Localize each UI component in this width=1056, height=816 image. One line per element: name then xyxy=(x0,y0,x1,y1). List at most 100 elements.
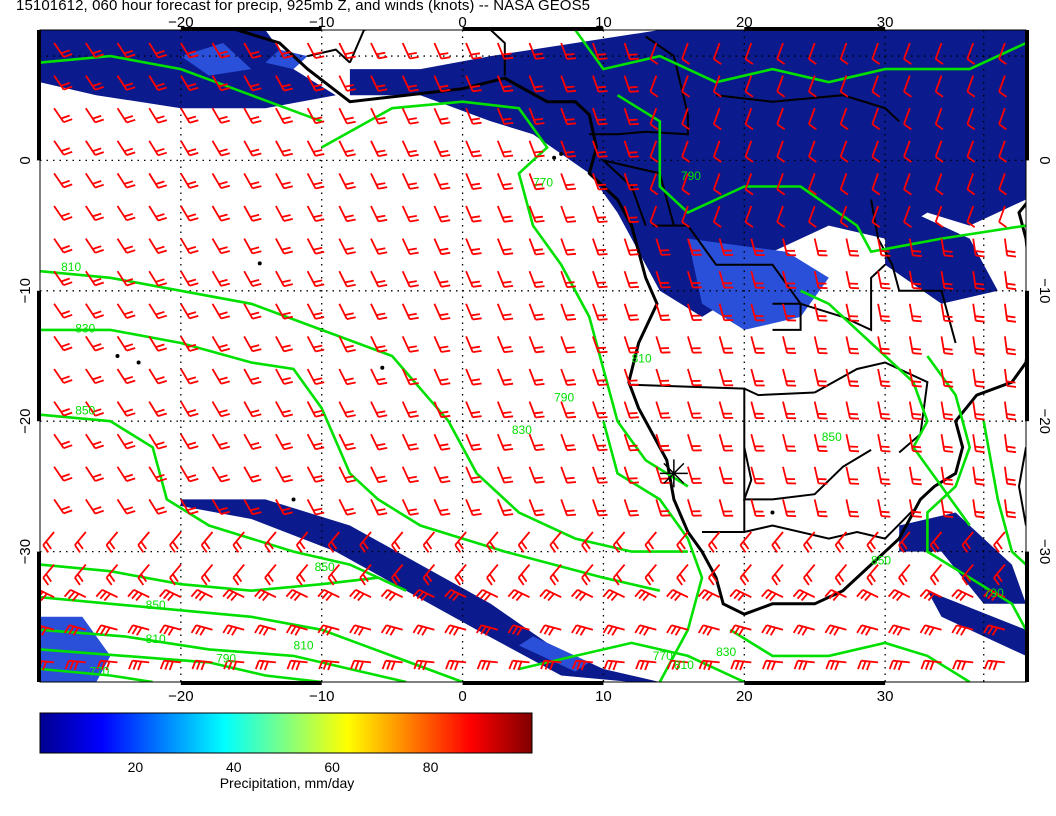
wind-barb xyxy=(465,75,482,93)
island xyxy=(552,155,557,160)
wind-barb xyxy=(592,107,608,126)
contour-label: 790 xyxy=(216,651,236,665)
barb-staff xyxy=(85,107,96,123)
wind-barb xyxy=(223,659,245,671)
wind-barb xyxy=(370,140,388,158)
barb-feather xyxy=(880,445,890,448)
barb-feather xyxy=(866,577,874,586)
barb-feather xyxy=(254,624,261,634)
wind-barb xyxy=(496,173,514,191)
country-border xyxy=(742,447,872,501)
barb-staff xyxy=(808,173,816,190)
wind-barb xyxy=(433,303,451,321)
barb-feather xyxy=(552,541,560,550)
barb-feather xyxy=(105,577,113,586)
wind-barb xyxy=(433,433,451,451)
contour-label: 770 xyxy=(533,175,553,189)
barb-feather xyxy=(157,249,168,254)
barb-staff xyxy=(623,42,631,60)
barb-feather xyxy=(707,577,715,586)
barb-feather xyxy=(504,89,514,93)
barb-feather xyxy=(123,375,134,381)
wind-barb xyxy=(623,433,639,452)
barb-feather xyxy=(566,155,577,158)
lon-tick-label-top: 0 xyxy=(458,14,466,31)
barb-feather xyxy=(172,573,179,583)
barb-staff xyxy=(687,499,694,516)
barb-feather xyxy=(512,625,519,635)
barb-feather xyxy=(520,541,528,550)
barb-staff xyxy=(834,531,848,546)
wind-barb xyxy=(148,238,168,254)
barb-feather xyxy=(674,627,682,636)
barb-staff xyxy=(53,401,65,417)
barb-feather xyxy=(576,660,582,670)
barb-feather xyxy=(94,509,104,515)
wind-barb xyxy=(857,659,879,671)
barb-feather xyxy=(376,377,386,382)
barb-feather xyxy=(281,377,291,381)
barb-feather xyxy=(220,119,231,124)
wind-barb xyxy=(53,172,73,189)
barb-feather xyxy=(250,507,260,512)
barb-feather xyxy=(457,573,464,583)
barb-feather xyxy=(189,282,199,287)
barb-feather xyxy=(598,187,608,191)
barb-feather xyxy=(964,541,972,550)
barb-feather xyxy=(155,50,165,55)
barb-staff xyxy=(528,42,537,60)
wind-barb xyxy=(486,531,499,553)
wind-barb xyxy=(74,531,87,553)
wind-barb xyxy=(592,466,608,484)
barb-feather xyxy=(919,624,926,634)
wind-barb xyxy=(528,499,545,517)
barb-feather xyxy=(220,250,231,255)
barb-feather xyxy=(776,156,786,163)
barb-feather xyxy=(416,625,424,635)
barb-feather xyxy=(470,85,481,89)
wind-barb xyxy=(903,75,912,98)
wind-barb xyxy=(465,270,482,288)
barb-staff xyxy=(834,564,848,579)
barb-staff xyxy=(169,531,182,546)
barb-feather xyxy=(966,123,976,131)
barb-feather xyxy=(344,116,354,121)
contour-label: 810 xyxy=(674,658,694,672)
barb-feather xyxy=(425,541,433,550)
barb-feather xyxy=(649,156,659,163)
wind-barb xyxy=(744,173,754,196)
lat-tick-label-right: −20 xyxy=(1036,408,1053,433)
barb-feather xyxy=(346,349,356,353)
barb-staff xyxy=(496,303,506,320)
wind-barb xyxy=(350,659,372,671)
height-contour xyxy=(926,355,1026,631)
wind-barb xyxy=(676,531,689,553)
barb-staff xyxy=(306,75,317,92)
barb-staff xyxy=(649,173,658,190)
wind-barb xyxy=(116,433,136,450)
barb-feather xyxy=(313,51,323,55)
barb-staff xyxy=(592,466,600,484)
wind-barb xyxy=(961,531,974,553)
barb-feather xyxy=(409,316,419,321)
barb-staff xyxy=(845,434,851,452)
wind-barb xyxy=(496,205,514,223)
frame-bar-bottom xyxy=(744,681,886,685)
wind-barb xyxy=(697,588,720,602)
wind-barb xyxy=(908,336,922,355)
barb-staff xyxy=(623,75,631,93)
wind-barb xyxy=(972,401,985,421)
barb-feather xyxy=(252,478,262,483)
barb-staff xyxy=(370,140,380,157)
lat-tick-label-right: −30 xyxy=(1036,539,1053,564)
barb-staff xyxy=(718,368,726,386)
barb-feather xyxy=(635,660,641,670)
barb-feather xyxy=(912,319,922,323)
barb-feather xyxy=(629,448,639,452)
wind-barb xyxy=(1004,401,1017,421)
barb-feather xyxy=(322,660,328,670)
wind-barb xyxy=(681,173,691,196)
wind-barb xyxy=(623,368,639,387)
barb-feather xyxy=(1006,445,1016,449)
wind-barb xyxy=(666,588,689,602)
